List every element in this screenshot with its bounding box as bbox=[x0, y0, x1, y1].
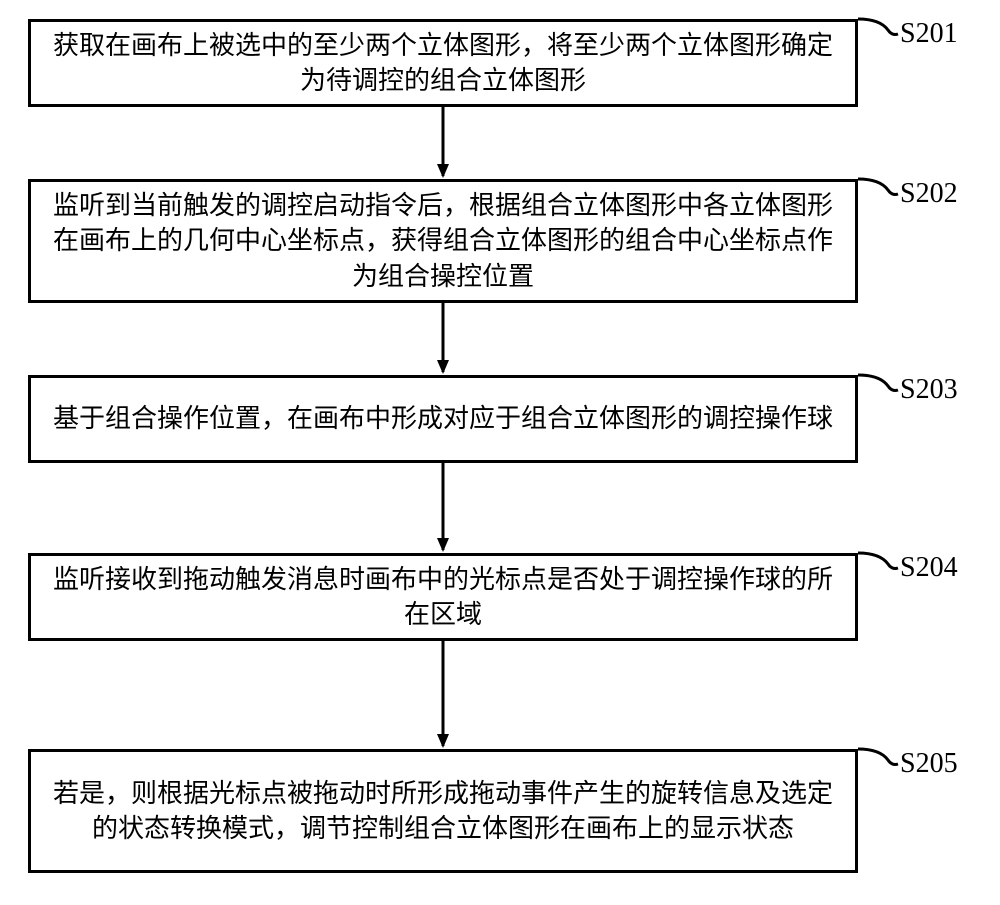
arrow-icon bbox=[0, 0, 1000, 905]
